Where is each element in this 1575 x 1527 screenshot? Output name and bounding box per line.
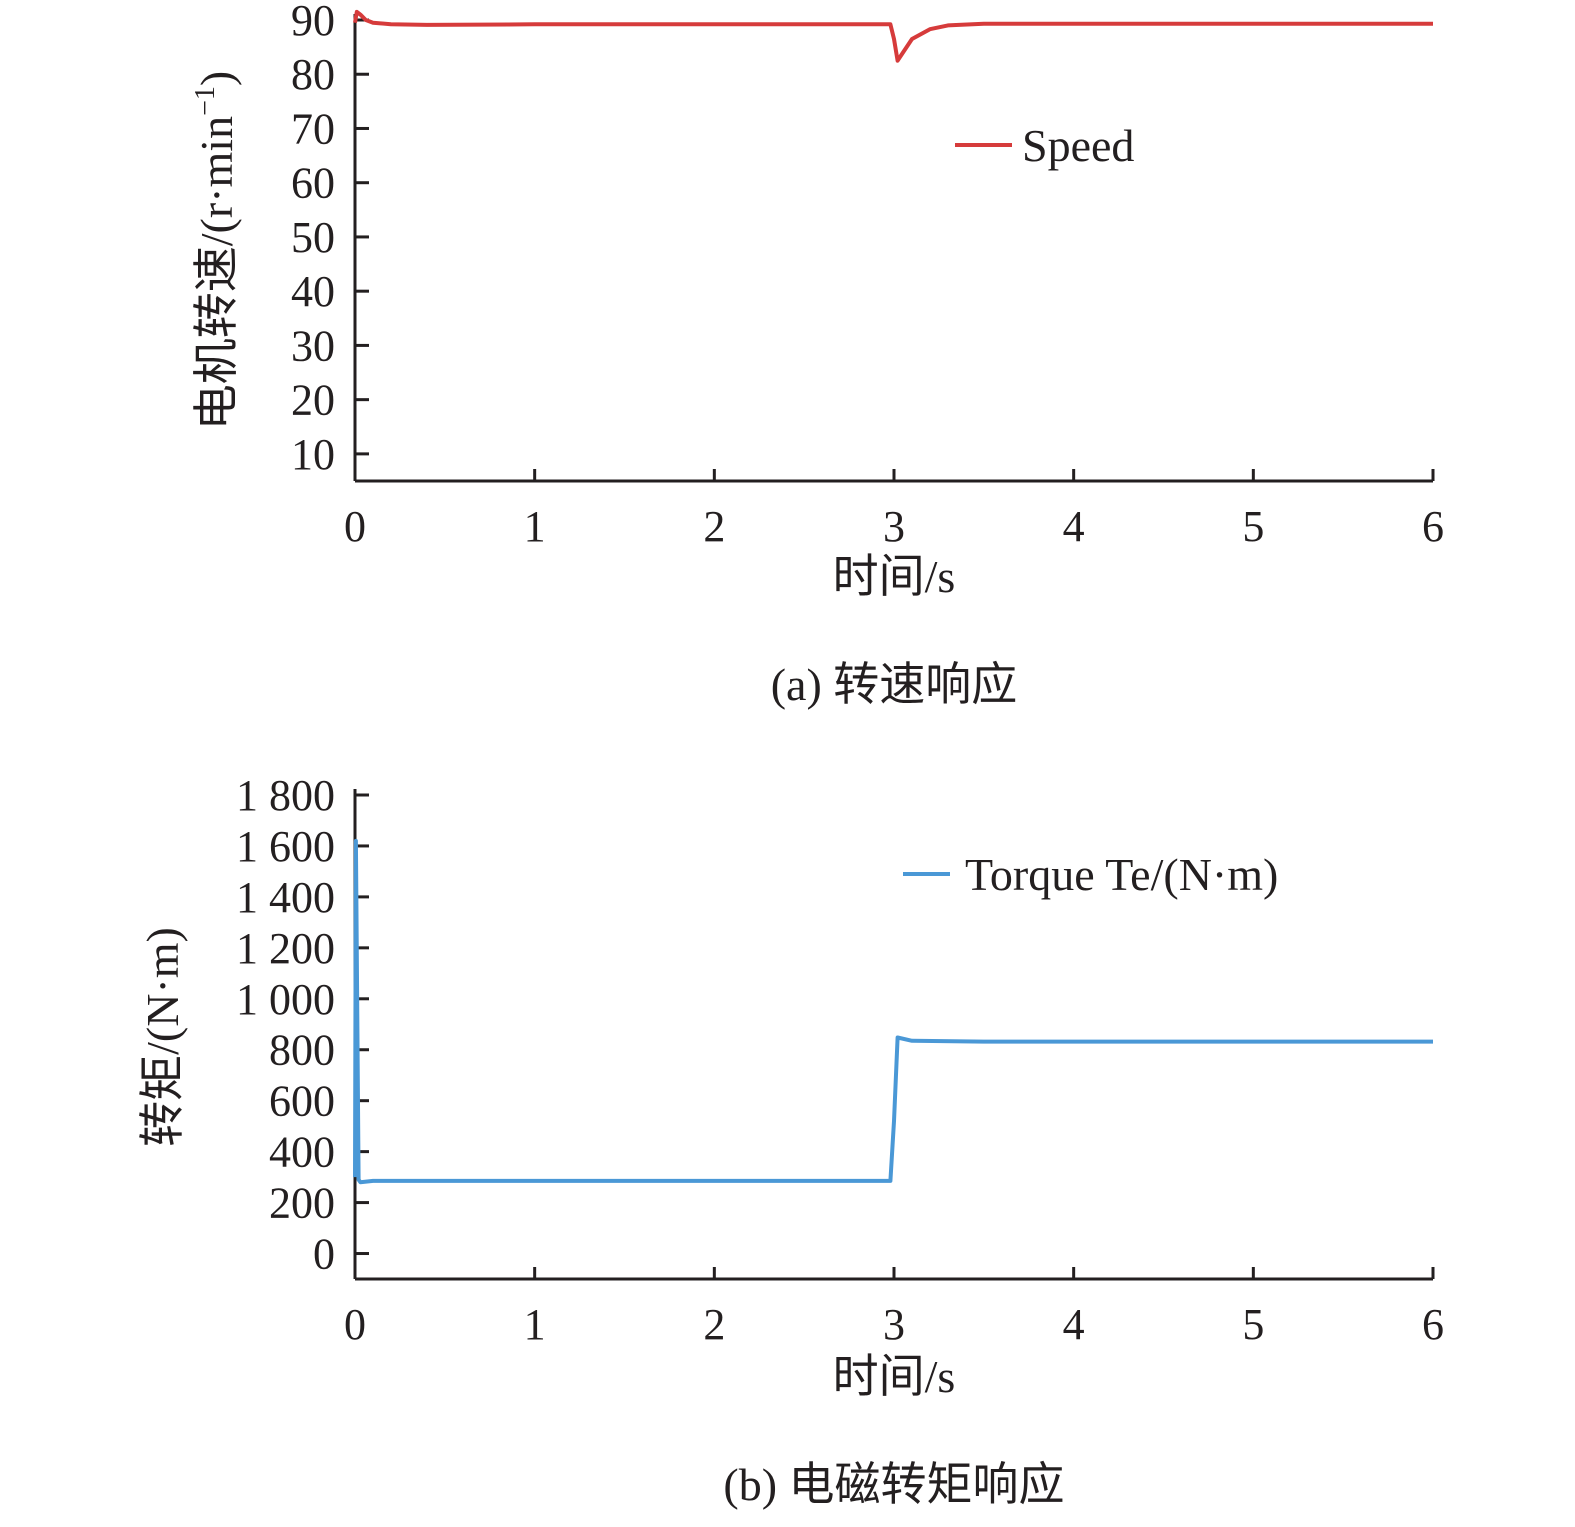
y-tick-label: 1 200: [236, 924, 335, 973]
y-axis-label: 转矩/(N·m): [137, 927, 188, 1147]
x-tick-label: 0: [344, 1300, 366, 1349]
y-tick-label: 50: [291, 213, 335, 262]
x-axis-label: 时间/s: [833, 551, 956, 602]
x-tick-label: 2: [703, 1300, 725, 1349]
y-tick-label: 800: [269, 1026, 335, 1075]
legend-label: Speed: [1022, 120, 1134, 171]
panel-caption: (a) 转速响应: [771, 659, 1018, 710]
y-tick-label: 1 000: [236, 975, 335, 1024]
x-tick-label: 2: [703, 502, 725, 551]
series-line-speed: [353, 9, 1433, 63]
y-axis-label-close: ): [191, 71, 242, 86]
series-line-torque: [353, 838, 1433, 1185]
y-tick-label: 10: [291, 430, 335, 479]
y-tick-label: 40: [291, 267, 335, 316]
y-tick-label: 20: [291, 376, 335, 425]
legend-label: Torque Te/(N·m): [965, 849, 1278, 900]
x-tick-label: 5: [1242, 1300, 1264, 1349]
x-tick-label: 3: [883, 1300, 905, 1349]
y-tick-label: 70: [291, 104, 335, 153]
y-tick-label: 0: [313, 1230, 335, 1279]
y-axis-label-superscript: −1: [190, 86, 221, 116]
x-tick-label: 4: [1063, 502, 1085, 551]
y-tick-label: 60: [291, 159, 335, 208]
y-tick-label: 1 400: [236, 873, 335, 922]
y-tick-label: 1 600: [236, 822, 335, 871]
y-tick-label: 80: [291, 50, 335, 99]
y-tick-label: 1 800: [236, 771, 335, 820]
x-tick-label: 1: [524, 502, 546, 551]
y-axis-label: 电机转速/(r·min−1): [190, 71, 242, 430]
panel-caption: (b) 电磁转矩响应: [723, 1459, 1064, 1510]
x-tick-label: 6: [1422, 1300, 1444, 1349]
y-tick-label: 400: [269, 1128, 335, 1177]
x-tick-label: 6: [1422, 502, 1444, 551]
y-axis-label-main: 电机转速/(r·min: [191, 116, 242, 430]
x-tick-label: 3: [883, 502, 905, 551]
x-tick-label: 1: [524, 1300, 546, 1349]
y-tick-label: 90: [291, 0, 335, 45]
x-tick-label: 4: [1063, 1300, 1085, 1349]
y-tick-label: 600: [269, 1077, 335, 1126]
y-tick-label: 30: [291, 321, 335, 370]
x-tick-label: 5: [1242, 502, 1264, 551]
x-tick-label: 0: [344, 502, 366, 551]
x-axis-label: 时间/s: [833, 1351, 956, 1402]
y-tick-label: 200: [269, 1179, 335, 1228]
